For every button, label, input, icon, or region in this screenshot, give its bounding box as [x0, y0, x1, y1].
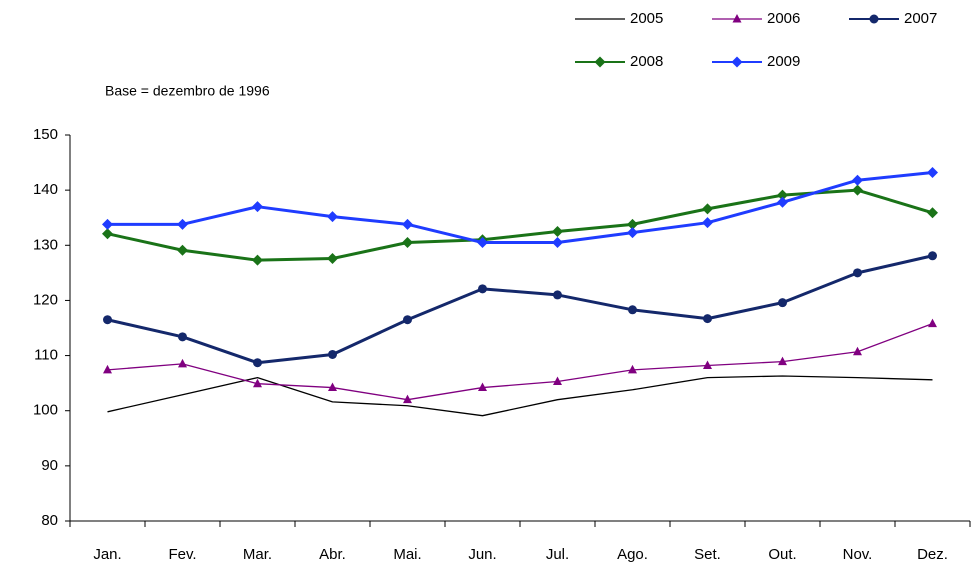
y-tick-label: 110 — [34, 347, 58, 364]
data-point — [327, 253, 338, 265]
data-point — [853, 268, 862, 278]
data-point — [552, 226, 563, 237]
x-tick-label: Abr. — [319, 546, 346, 563]
data-point — [927, 207, 938, 219]
data-point — [777, 196, 788, 208]
data-point — [327, 211, 338, 223]
data-point — [402, 218, 413, 230]
data-point — [403, 315, 412, 325]
data-point — [703, 360, 712, 369]
data-point — [553, 376, 562, 385]
data-point — [252, 201, 263, 213]
data-point — [103, 315, 112, 325]
data-point — [178, 358, 187, 368]
data-point — [777, 189, 788, 201]
legend-label: 2006 — [767, 10, 800, 27]
x-tick-label: Jul. — [546, 546, 569, 563]
data-point — [328, 382, 337, 392]
data-point — [478, 382, 487, 392]
data-point — [852, 184, 863, 196]
x-tick-label: Jan. — [93, 546, 121, 563]
data-point — [928, 318, 937, 328]
legend-marker — [731, 56, 743, 68]
series-line — [107, 322, 933, 401]
x-tick-label: Ago. — [617, 546, 648, 563]
data-point — [927, 166, 938, 178]
x-tick-label: Out. — [768, 546, 796, 563]
data-point — [103, 364, 112, 374]
legend-marker — [869, 14, 879, 24]
x-tick-label: Fev. — [168, 546, 196, 563]
x-tick-label: Set. — [694, 546, 721, 563]
legend-label: 2008 — [630, 53, 663, 70]
legend-label: 2005 — [630, 10, 663, 27]
data-point — [403, 394, 412, 404]
series-line — [107, 254, 933, 365]
data-point — [627, 227, 638, 239]
series-line — [107, 171, 933, 245]
data-point — [778, 356, 787, 366]
data-point — [253, 378, 262, 388]
data-point — [477, 237, 488, 249]
data-point — [853, 346, 862, 356]
x-tick-label: Nov. — [843, 546, 873, 563]
data-point — [402, 237, 413, 249]
data-point — [628, 305, 637, 315]
data-point — [703, 314, 712, 324]
data-point — [102, 228, 113, 240]
data-point — [553, 290, 562, 300]
data-point — [252, 254, 263, 266]
data-point — [778, 298, 787, 308]
y-tick-label: 150 — [33, 126, 58, 143]
y-tick-label: 120 — [33, 291, 58, 308]
chart-subtitle: Base = dezembro de 1996 — [105, 83, 270, 99]
data-point — [177, 244, 188, 256]
data-point — [178, 332, 187, 342]
data-point — [253, 358, 262, 368]
data-point — [702, 203, 713, 215]
data-point — [478, 284, 487, 294]
data-point — [552, 237, 563, 249]
data-point — [628, 364, 637, 374]
y-tick-label: 90 — [41, 457, 58, 474]
data-point — [928, 251, 937, 261]
y-tick-label: 130 — [33, 236, 58, 253]
x-tick-label: Mar. — [243, 546, 272, 563]
legend-label: 2009 — [767, 53, 800, 70]
legend-marker — [732, 14, 742, 23]
data-point — [102, 218, 113, 230]
series-line — [107, 375, 933, 417]
data-point — [328, 349, 337, 359]
data-point — [627, 218, 638, 230]
y-tick-label: 80 — [41, 512, 58, 529]
data-point — [702, 217, 713, 229]
x-tick-label: Mai. — [393, 546, 421, 563]
y-tick-label: 100 — [33, 402, 58, 419]
x-tick-label: Dez. — [917, 546, 948, 563]
legend-marker — [594, 56, 606, 68]
series-line — [107, 188, 933, 262]
x-tick-label: Jun. — [468, 546, 496, 563]
y-tick-label: 140 — [33, 181, 58, 198]
data-point — [852, 174, 863, 186]
data-point — [177, 218, 188, 230]
legend-label: 2007 — [904, 10, 937, 27]
